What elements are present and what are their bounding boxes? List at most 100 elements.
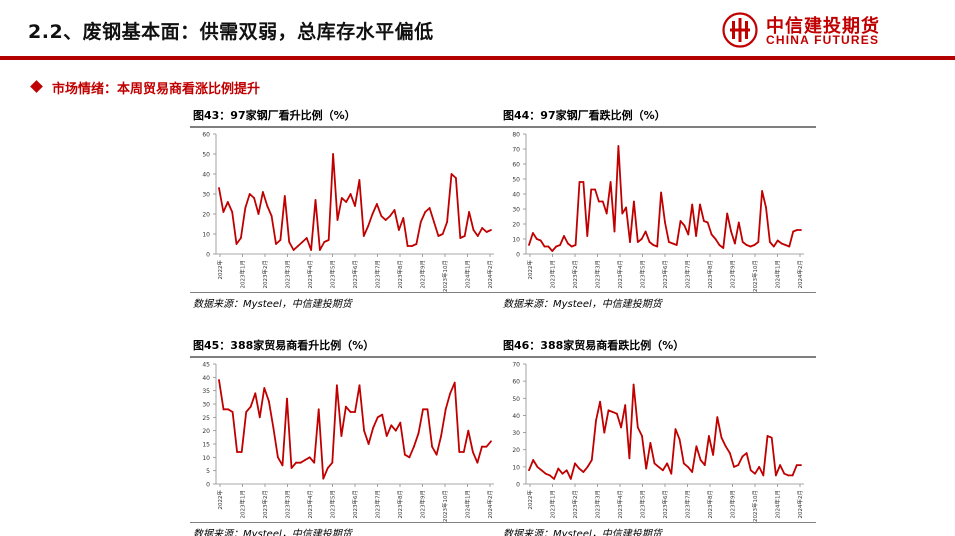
chart-panel-44: 图44：97家钢厂看跌比例（%） 0 10 20 30 40 50 60 70 80 2022年 2… (500, 105, 820, 330)
data-point (270, 215, 273, 217)
data-point (617, 145, 620, 147)
data-point (733, 465, 735, 468)
data-point (323, 241, 326, 243)
data-point (695, 235, 697, 237)
data-point (354, 411, 356, 413)
data-point (675, 244, 678, 246)
x-tick-label: 2023年9月 (729, 260, 737, 289)
data-point (471, 451, 474, 453)
data-point (780, 242, 783, 245)
data-point (769, 241, 771, 243)
x-tick-label: 2022年 (526, 490, 534, 510)
section-title: 市场情绪：本周贸易商看涨比例提升 (52, 82, 261, 97)
data-point (257, 213, 260, 215)
data-point (393, 209, 396, 211)
source-divider (500, 292, 816, 293)
data-point (449, 392, 452, 395)
x-tick-label: 2023年2月 (571, 260, 579, 289)
y-tick-label: 0 (516, 482, 520, 489)
data-point (413, 445, 415, 448)
data-point (261, 191, 264, 193)
x-tick-label: 2024年1月 (464, 260, 472, 289)
y-tick-label: 30 (202, 192, 210, 199)
y-tick-label: 0 (206, 252, 210, 259)
data-point (297, 245, 299, 247)
x-tick-label: 2023年9月 (729, 490, 737, 519)
y-tick-label: 80 (512, 132, 520, 139)
data-point (726, 212, 729, 215)
y-tick-label: 50 (512, 177, 520, 184)
chart-panel-45: 图45：388家贸易商看升比例（%） 0 5 10 15 20 25 30 35 40 45 202… (190, 335, 510, 536)
data-point (656, 245, 659, 248)
x-tick-label: 2024年2月 (796, 490, 804, 519)
data-point (380, 215, 383, 217)
x-tick-label: 2023年5月 (329, 490, 337, 519)
data-point (741, 241, 744, 243)
data-point (682, 462, 685, 465)
y-tick-label: 20 (512, 222, 520, 229)
x-tick-label: 2023年8月 (396, 260, 404, 289)
data-point (399, 421, 402, 424)
data-point (244, 207, 247, 209)
data-point (615, 412, 618, 415)
data-point (691, 203, 694, 206)
data-point (624, 404, 627, 407)
data-point (227, 408, 229, 411)
data-point (758, 465, 761, 468)
data-point (716, 416, 719, 419)
data-point (574, 244, 577, 246)
data-point (788, 245, 791, 248)
data-point (528, 244, 530, 246)
data-point (476, 461, 479, 464)
data-point (535, 238, 538, 240)
data-point (335, 384, 338, 387)
x-tick-label: 2023年1月 (549, 490, 557, 519)
data-point (363, 429, 365, 432)
x-tick-label: 2024年2月 (796, 260, 804, 289)
data-point (644, 230, 647, 233)
data-point (749, 469, 752, 472)
data-point (636, 241, 639, 243)
data-point (326, 467, 329, 469)
data-point (450, 173, 453, 175)
data-point (313, 461, 316, 464)
data-point (730, 230, 732, 233)
data-point (481, 227, 484, 229)
chart-panel-46: 图46：388家贸易商看跌比例（%） 0 10 20 30 40 50 60 70 2022年 2… (500, 335, 820, 536)
data-point (218, 379, 220, 381)
data-point (633, 200, 635, 203)
data-point (770, 436, 773, 439)
data-point (372, 427, 375, 429)
data-point (559, 244, 561, 246)
data-point (310, 249, 313, 251)
data-point (629, 241, 631, 243)
data-point (476, 235, 479, 237)
company-logo: 中信建投期货 CHINA FUTURES (722, 10, 898, 50)
y-tick-label: 30 (512, 207, 520, 214)
data-point (283, 195, 286, 197)
y-tick-label: 10 (202, 232, 210, 239)
x-tick-label: 2023年9月 (419, 490, 427, 519)
data-point (671, 242, 674, 245)
x-tick-label: 2024年1月 (774, 260, 782, 289)
data-point (695, 445, 698, 448)
data-point (231, 411, 234, 413)
x-tick-label: 2023年5月 (639, 260, 647, 289)
data-point (720, 436, 723, 439)
data-point (563, 235, 565, 237)
data-point (628, 457, 631, 460)
chart-title: 图43：97家钢厂看升比例（%） (193, 109, 356, 122)
data-point (295, 461, 297, 464)
line-chart: 0 10 20 30 40 50 60 2022年 2023年1月 2023年2月 2023年3月 2… (202, 132, 494, 292)
y-tick-label: 40 (202, 172, 210, 179)
data-point (800, 229, 802, 231)
y-tick-label: 30 (512, 430, 520, 437)
data-point (248, 193, 251, 195)
data-point (218, 187, 220, 189)
data-point (664, 221, 666, 224)
y-tick-label: 20 (202, 428, 210, 435)
data-point (621, 212, 624, 215)
series-line (218, 153, 492, 251)
data-point (561, 472, 564, 475)
data-point (549, 474, 551, 477)
